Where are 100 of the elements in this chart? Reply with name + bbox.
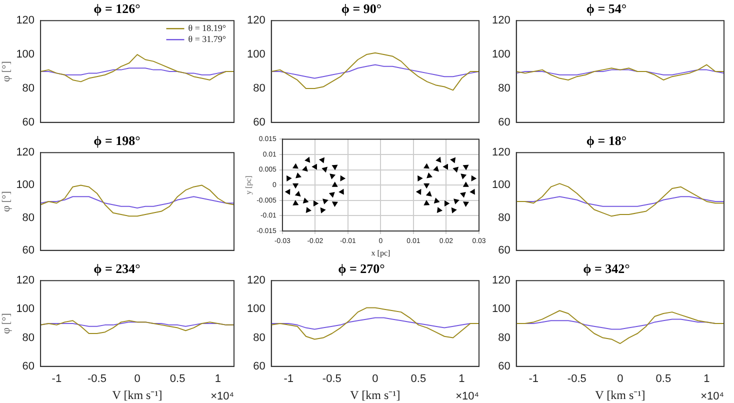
point	[437, 207, 442, 213]
y-tick-label: 80	[498, 212, 510, 224]
y-tick-label: 100	[492, 48, 510, 61]
point	[436, 157, 442, 162]
point	[332, 182, 338, 187]
point	[443, 164, 448, 170]
x-axis-title: V [km s⁻¹]	[595, 388, 646, 402]
x-tick-label: 1	[458, 373, 465, 386]
y-tick-label: 60	[253, 360, 266, 372]
y-tick-label: 60	[22, 360, 35, 372]
point	[295, 191, 301, 196]
y-tick-label: 120	[16, 14, 35, 27]
point	[424, 200, 430, 206]
point	[305, 157, 310, 162]
y-tick-label: 120	[492, 146, 510, 159]
text: ×10⁴	[456, 390, 480, 403]
x-tick-label: 1	[214, 373, 221, 386]
point	[286, 176, 292, 182]
x-tick-label: 0	[617, 373, 624, 386]
point	[444, 200, 450, 206]
point	[332, 164, 338, 170]
y-axis-title: φ [°]	[0, 313, 12, 334]
y-tick-label: 80	[498, 332, 510, 344]
y-tick-label: 100	[246, 48, 266, 61]
legend-label: θ = 18.19°	[188, 22, 226, 33]
chart-title: ϕ = 18°	[586, 133, 627, 148]
point	[302, 166, 308, 172]
chart-title: ϕ = 342°	[583, 261, 630, 276]
point	[426, 172, 432, 178]
y-axis-title: φ [°]	[0, 61, 12, 82]
y-tick-label: 80	[22, 332, 35, 344]
point	[320, 208, 326, 214]
y-tick-label: 60	[22, 244, 35, 256]
point	[313, 200, 318, 206]
point	[285, 189, 290, 195]
y-tick-label: 60	[253, 116, 266, 128]
point	[453, 166, 458, 172]
point	[471, 176, 476, 181]
x-axis-title: x [pc]	[371, 248, 390, 258]
chart-title: ϕ = 54°	[586, 1, 627, 16]
y-tick-label: 120	[16, 274, 35, 287]
point	[306, 207, 311, 213]
chart-title: ϕ = 126°	[94, 1, 140, 16]
y-axis-title: y [pc]	[244, 175, 253, 195]
y-tick-label: 80	[22, 212, 35, 224]
point	[460, 174, 466, 179]
point	[470, 189, 475, 194]
x-axis-title: V [km s⁻¹]	[112, 388, 162, 402]
x-tick-label: 0	[372, 373, 378, 386]
x-tick-label: 0.5	[656, 373, 672, 386]
point	[463, 164, 468, 170]
point	[319, 158, 324, 163]
y-tick-label: 60	[22, 116, 35, 128]
x-tick-label: -0.5	[567, 373, 586, 386]
chart-title: ϕ = 234°	[94, 261, 140, 276]
y-tick-label: 120	[16, 146, 35, 159]
point	[330, 174, 336, 179]
point	[292, 200, 298, 206]
point	[339, 189, 344, 194]
x-tick-label: 1	[704, 373, 710, 386]
point	[460, 192, 466, 198]
point	[322, 198, 328, 204]
y-tick-label: 100	[246, 303, 266, 316]
x-tick-label: -1	[284, 373, 294, 386]
y-axis-title: φ [°]	[0, 191, 12, 212]
x-tick-label: -1	[52, 373, 62, 386]
point	[463, 202, 469, 206]
point	[296, 172, 302, 178]
point	[292, 164, 298, 169]
y-tick-label: 100	[16, 303, 35, 316]
point	[426, 191, 432, 196]
x-tick-label: 0.5	[170, 373, 186, 386]
chart-title: ϕ = 198°	[94, 133, 140, 148]
point	[424, 164, 430, 169]
y-tick-label: 60	[498, 244, 510, 256]
x-tick-label: -1	[528, 373, 539, 386]
point	[454, 198, 459, 204]
point	[463, 182, 469, 187]
y-tick-label: 100	[16, 179, 35, 192]
point	[292, 183, 298, 188]
y-tick-label: 60	[498, 116, 510, 128]
point	[418, 176, 422, 182]
chart-title: ϕ = 270°	[338, 261, 385, 276]
y-tick-label: 60	[498, 360, 510, 372]
x-tick-label: -0.5	[87, 373, 106, 386]
point	[329, 192, 335, 198]
point	[322, 166, 328, 172]
y-tick-label: 120	[492, 14, 510, 27]
y-tick-label: 100	[16, 48, 35, 61]
y-tick-label: 100	[492, 179, 510, 192]
y-tick-label: 80	[22, 82, 35, 94]
point	[312, 164, 317, 170]
y-tick-label: 80	[253, 82, 266, 94]
point	[434, 198, 440, 204]
y-tick-label: 80	[253, 332, 266, 344]
point	[434, 166, 439, 172]
point	[416, 189, 422, 195]
text: ×10⁴	[210, 390, 234, 403]
x-tick-label: 0.5	[410, 373, 426, 386]
legend-label: θ = 31.79°	[188, 34, 226, 44]
